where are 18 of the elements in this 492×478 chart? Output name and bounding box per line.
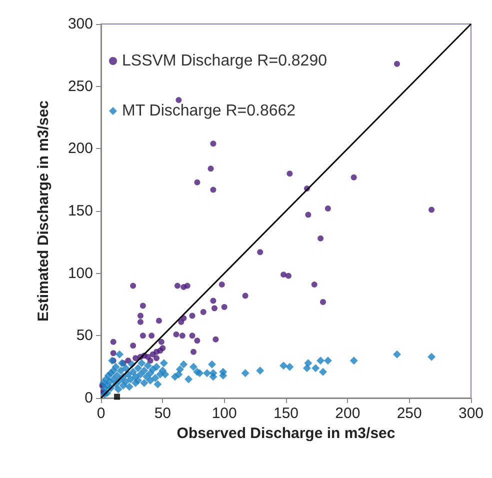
- y-tick-label: 0: [84, 390, 93, 406]
- legend-label: LSSVM Discharge R=0.8290: [122, 52, 328, 70]
- y-tick-label: 300: [68, 16, 93, 32]
- y-tick-label: 100: [68, 264, 93, 282]
- y-tick-label: 50: [76, 327, 93, 344]
- x-tick-label: 250: [396, 405, 422, 422]
- y-tick-label: 200: [68, 140, 93, 158]
- x-tick-label: 200: [335, 405, 360, 422]
- y-tick-label: 150: [68, 202, 93, 220]
- x-tick-label: 300: [458, 405, 484, 422]
- x-tick-label: 150: [273, 405, 299, 422]
- x-axis-title: Observed Discharge in m3/sec: [176, 424, 396, 442]
- y-axis-title: Estimated Discharge in m3/sec: [35, 100, 52, 322]
- y-tick-label: 250: [68, 78, 93, 95]
- legend-label: MT Discharge R=0.8662: [122, 102, 296, 120]
- x-tick-label: 0: [96, 405, 106, 422]
- x-tick-label: 50: [154, 405, 172, 422]
- x-tick-label: 100: [212, 405, 237, 422]
